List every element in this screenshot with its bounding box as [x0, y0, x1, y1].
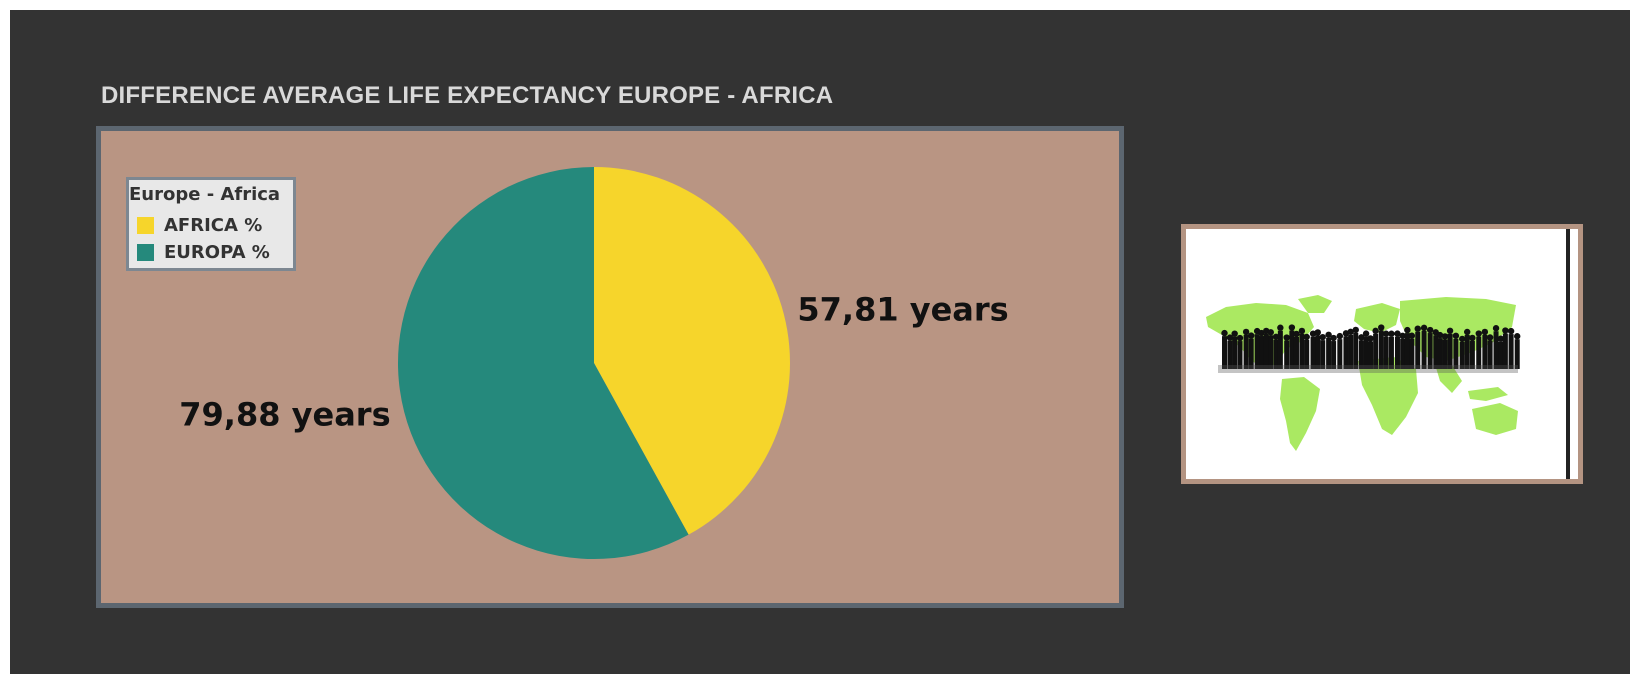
pie-chart: 57,81 years 79,88 years — [179, 167, 1009, 559]
dashboard-title: DIFFERENCE AVERAGE LIFE EXPECTANCY EUROP… — [101, 82, 834, 109]
chart-legend: Europe - Africa AFRICA % EUROPA % — [126, 177, 296, 271]
world-map-crowd-illustration-icon — [1186, 229, 1578, 479]
data-label-europa: 79,88 years — [179, 395, 390, 433]
legend-label-africa: AFRICA % — [164, 214, 263, 236]
pie-slice-africa[interactable] — [594, 167, 790, 535]
world-crowd-image — [1181, 224, 1583, 484]
pie-chart-panel: 57,81 years 79,88 years Europe - Africa A… — [96, 126, 1124, 608]
legend-swatch-europa — [137, 243, 154, 261]
legend-label-europa: EUROPA % — [164, 241, 270, 263]
legend-title: Europe - Africa — [129, 184, 281, 205]
legend-item-europa[interactable]: EUROPA % — [137, 241, 270, 263]
legend-swatch-africa — [137, 216, 154, 234]
dashboard: DIFFERENCE AVERAGE LIFE EXPECTANCY EUROP… — [10, 10, 1630, 674]
pie-slice-europa[interactable] — [397, 167, 689, 559]
legend-item-africa[interactable]: AFRICA % — [137, 214, 262, 236]
data-label-africa: 57,81 years — [797, 291, 1008, 329]
